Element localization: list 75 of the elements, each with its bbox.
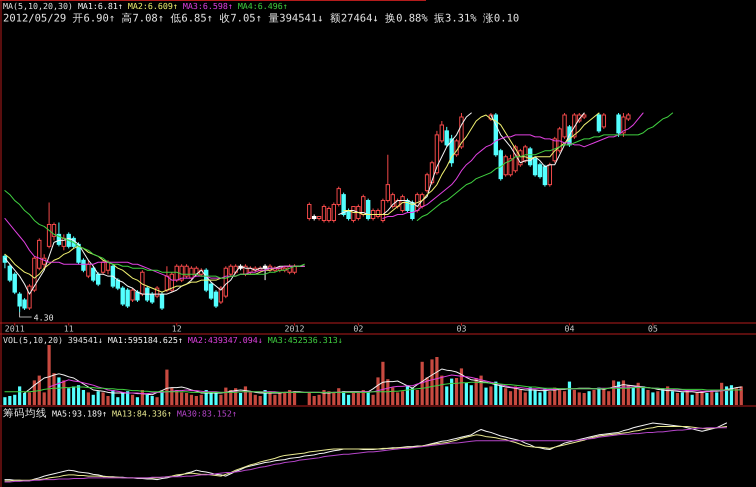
bar [680,392,684,405]
bar [454,378,458,405]
candlestick [616,112,621,138]
annotation: 4.30 [34,312,54,322]
bar [504,388,508,405]
bar [592,390,596,405]
xtick: 03 [456,324,466,334]
bar [28,392,32,405]
legend: MA3:6.598↑ [182,1,233,11]
bar [587,391,591,405]
bar [538,392,542,405]
bar [651,392,655,405]
bar [636,382,640,405]
bar [346,394,350,405]
bar [705,393,709,405]
bar [695,392,699,405]
xtick: 04 [564,324,574,334]
candlestick [130,288,135,303]
xtick: 11 [64,324,74,334]
xtick: 2011 [4,324,25,334]
xtick: 05 [648,324,658,334]
bar [676,393,680,405]
bar [632,388,635,405]
legend: MA5:93.189↑ [52,408,107,418]
legend: MA1:6.81↑ [78,1,123,11]
candlestick [140,270,145,297]
bar [690,394,694,405]
subtitle: 2012/05/29 开6.90↑ 高7.08↑ 低6.85↑ 收7.05↑ 量394541↓ 额27464↓ 换0.88% 振3.31% 涨0.10 [3,12,520,24]
candlestick [366,198,370,221]
bar [371,394,375,405]
bar [715,392,718,405]
legend: MA13:84.336↑ [112,408,172,418]
candlestick [262,264,268,281]
candlestick [602,112,606,130]
bar [670,391,674,405]
candlestick [307,202,312,221]
candlestick [548,162,552,188]
bar [562,391,566,405]
candlestick [312,214,316,221]
legend: MA2:6.609↑ [128,1,178,11]
legend: MA4:6.496↑ [238,1,288,11]
bar [130,394,134,405]
legend: MA1:595184.625↑ [108,335,183,345]
bar [184,393,188,405]
bar [489,386,493,405]
candlestick [86,260,91,279]
title: 筹码均线 [3,408,47,420]
xtick: 2012 [284,324,305,334]
bar [22,393,26,405]
legend: MA3:452536.313↓ [268,335,343,345]
bar [656,391,660,405]
bar [646,390,650,405]
title: VOL(5,10,20) 394541↓ [3,335,103,345]
bar [400,391,404,405]
bar [190,394,194,405]
bar [568,382,572,405]
xtick: 12 [172,324,182,334]
bar [86,392,90,405]
legend: MA30:83.152↑ [176,408,237,418]
bar [214,393,218,405]
candlestick [596,112,602,134]
bar [82,390,86,405]
candlestick [2,254,8,269]
legend: MA2:439347.094↓ [188,335,263,345]
bar [508,391,512,405]
bar [106,396,110,405]
bar [238,393,242,405]
bar [155,397,159,405]
xtick: 02 [353,324,364,334]
bar [62,380,66,405]
bar [76,385,80,405]
bar [101,392,105,405]
bar [136,397,140,405]
title: MA(5,10,20,30) [3,1,73,11]
bar [484,388,488,405]
